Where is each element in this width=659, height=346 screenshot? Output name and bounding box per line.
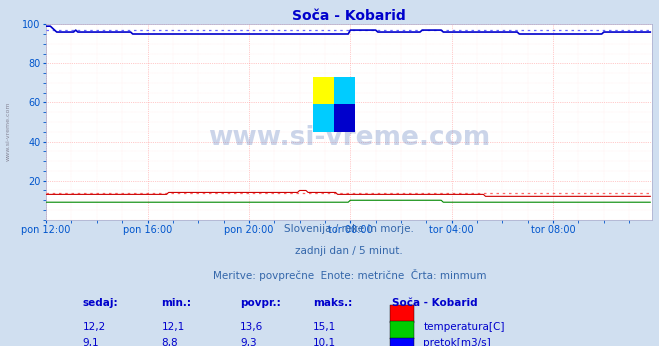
Text: Meritve: povprečne  Enote: metrične  Črta: minmum: Meritve: povprečne Enote: metrične Črta:… [212, 269, 486, 281]
Text: 12,2: 12,2 [82, 322, 105, 332]
Text: 9,1: 9,1 [82, 338, 99, 346]
Text: 10,1: 10,1 [313, 338, 336, 346]
Text: zadnji dan / 5 minut.: zadnji dan / 5 minut. [295, 246, 403, 256]
Text: pretok[m3/s]: pretok[m3/s] [423, 338, 491, 346]
Text: min.:: min.: [161, 298, 191, 308]
Text: Soča - Kobarid: Soča - Kobarid [391, 298, 477, 308]
FancyBboxPatch shape [313, 104, 334, 132]
Text: 13,6: 13,6 [240, 322, 264, 332]
Text: Slovenija / reke in morje.: Slovenija / reke in morje. [284, 224, 415, 234]
Text: 15,1: 15,1 [313, 322, 336, 332]
Title: Soča - Kobarid: Soča - Kobarid [293, 9, 406, 23]
Text: 8,8: 8,8 [161, 338, 178, 346]
Text: temperatura[C]: temperatura[C] [423, 322, 505, 332]
Text: sedaj:: sedaj: [82, 298, 118, 308]
Text: maks.:: maks.: [313, 298, 352, 308]
Text: 12,1: 12,1 [161, 322, 185, 332]
Text: povpr.:: povpr.: [240, 298, 281, 308]
Text: 9,3: 9,3 [240, 338, 257, 346]
Bar [391, 305, 414, 323]
Text: www.si-vreme.com: www.si-vreme.com [208, 125, 490, 151]
FancyBboxPatch shape [334, 104, 355, 132]
Bar [391, 321, 414, 339]
FancyBboxPatch shape [334, 77, 355, 104]
FancyBboxPatch shape [313, 77, 334, 104]
Bar [391, 338, 414, 346]
Text: www.si-vreme.com: www.si-vreme.com [6, 102, 11, 161]
